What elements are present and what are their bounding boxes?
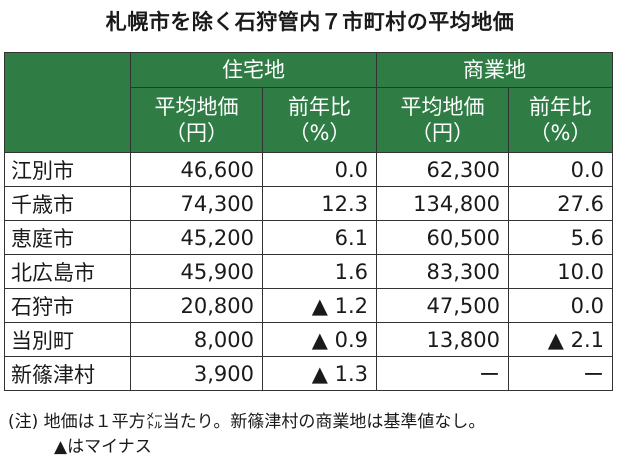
value-cell: ー [376,356,509,391]
table-row: 北広島市 45,900 1.6 83,300 10.0 [4,254,613,289]
header-row: 平均地価 （円） 前年比 （%） 平均地価 （円） 前年比 （%） [5,87,613,153]
value-cell: 60,500 [376,220,509,255]
municipality: 恵庭市 [4,220,131,255]
value-cell: 45,200 [130,220,263,255]
value-cell: ▲ 0.9 [262,322,377,357]
value-cell: 0.0 [508,152,613,187]
note: (注) 地価は１平方㍍当たり。新篠津村の商業地は基準値なし。 ▲はマイナス [8,410,485,460]
header-row: 住宅地 商業地 [4,52,613,153]
value-cell: 13,800 [376,322,509,357]
column-header: 前年比 （%） [508,87,613,153]
column-header: 平均地価 （円） [376,87,509,153]
value-cell: 5.6 [508,220,613,255]
value-cell: 74,300 [130,186,263,221]
value-cell: 1.6 [262,254,377,289]
column-label: 前年比 [288,95,351,119]
table-row: 千歳市 74,300 12.3 134,800 27.6 [4,186,613,221]
value-cell: 0.0 [262,152,377,187]
column-unit: （%） [529,121,592,145]
value-cell: 83,300 [376,254,509,289]
value-cell: ▲ 2.1 [508,322,613,357]
value-cell: 134,800 [376,186,509,221]
table-header: 住宅地 商業地 平均地価 （円） 前年比 （%） 平均地価 （円） 前年比 （%） [4,52,613,153]
corner-cell [4,52,131,153]
value-cell: 46,600 [130,152,263,187]
title: 札幌市を除く石狩管内７市町村の平均地価 [105,10,515,34]
municipality: 北広島市 [4,254,131,289]
value-cell: 27.6 [508,186,613,221]
municipality: 千歳市 [4,186,131,221]
municipality: 石狩市 [4,288,131,323]
column-label: 平均地価 [154,95,239,119]
municipality: 新篠津村 [4,356,131,391]
column-label: 前年比 [529,95,592,119]
value-cell: ▲ 1.2 [262,288,377,323]
value-cell: 12.3 [262,186,377,221]
column-unit: （%） [288,121,351,145]
value-cell: 8,000 [130,322,263,357]
value-cell: 62,300 [376,152,509,187]
table-body: 江別市 46,600 0.0 62,300 0.0 千歳市 74,300 12.3 134,80… [4,152,613,391]
note-line: ▲はマイナス [54,437,152,457]
value-cell: 3,900 [130,356,263,391]
municipality: 当別町 [4,322,131,357]
table-row: 恵庭市 45,200 6.1 60,500 5.6 [4,220,613,255]
column-unit: （円） [411,121,474,145]
value-cell: ー [508,356,613,391]
value-cell: ▲ 1.3 [262,356,377,391]
column-label: 平均地価 [400,95,485,119]
table-row: 新篠津村 3,900 ▲ 1.3 ーー [4,356,613,391]
value-cell: 6.1 [262,220,377,255]
land-price-table: 住宅地 商業地 平均地価 （円） 前年比 （%） 平均地価 （円） 前年比 （%） 江別市 46,6… [4,52,613,391]
table-row: 当別町 8,000 ▲ 0.9 13,800 ▲ 2.1 [4,322,613,357]
table-row: 江別市 46,600 0.0 62,300 0.0 [4,152,613,187]
note-line: (注) 地価は１平方㍍当たり。新篠津村の商業地は基準値なし。 [8,412,486,432]
value-cell: 47,500 [376,288,509,323]
column-header: 前年比 （%） [262,87,377,153]
value-cell: 0.0 [508,288,613,323]
group-header: 商業地 [376,52,613,88]
column-header: 平均地価 （円） [130,87,263,153]
municipality: 江別市 [4,152,131,187]
table-row: 石狩市 20,800 ▲ 1.2 47,500 0.0 [4,288,613,323]
value-cell: 20,800 [130,288,263,323]
value-cell: 10.0 [508,254,613,289]
value-cell: 45,900 [130,254,263,289]
column-unit: （円） [165,121,228,145]
group-header: 住宅地 [130,52,377,88]
